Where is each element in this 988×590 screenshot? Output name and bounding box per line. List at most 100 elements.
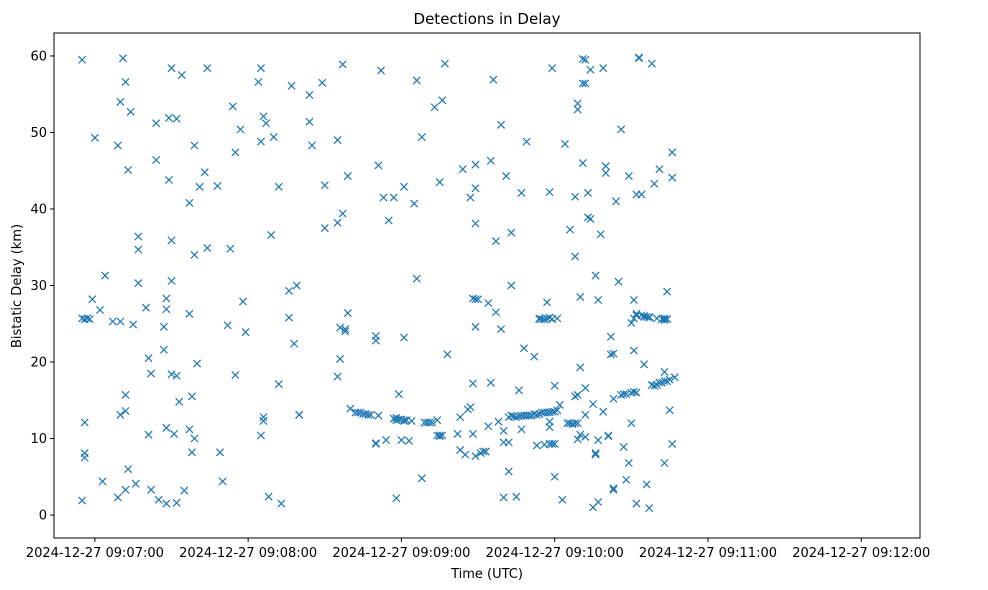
data-point	[491, 237, 500, 246]
data-point	[471, 322, 480, 331]
data-point	[507, 281, 516, 290]
data-point	[440, 59, 449, 68]
data-point	[443, 350, 452, 359]
data-point	[571, 192, 580, 201]
data-point	[78, 55, 87, 64]
data-point	[573, 390, 582, 399]
data-point	[78, 496, 87, 505]
data-point	[660, 458, 669, 468]
data-point	[256, 64, 265, 73]
data-point	[504, 438, 513, 447]
data-point	[458, 165, 467, 174]
data-point	[346, 404, 355, 413]
data-point	[195, 182, 204, 191]
data-point	[343, 172, 352, 181]
data-point	[134, 279, 143, 288]
data-point	[417, 474, 426, 483]
data-point	[295, 410, 304, 419]
data-point	[629, 296, 638, 305]
data-point	[481, 447, 490, 456]
data-point	[190, 250, 199, 259]
data-point	[645, 504, 654, 513]
data-point	[364, 410, 373, 419]
data-point	[338, 60, 347, 69]
data-point	[576, 363, 585, 372]
data-point	[650, 381, 659, 390]
data-point	[162, 499, 171, 508]
data-point	[417, 133, 426, 142]
data-point	[374, 411, 383, 420]
data-point	[284, 286, 294, 295]
data-point	[660, 314, 669, 323]
data-point	[376, 66, 386, 75]
data-point	[167, 236, 176, 245]
data-point	[185, 198, 194, 207]
data-point	[543, 298, 552, 307]
data-point	[241, 328, 250, 337]
data-point	[581, 79, 590, 88]
data-point	[371, 336, 380, 345]
data-point	[336, 354, 345, 363]
data-point	[499, 493, 508, 502]
data-point	[507, 228, 516, 237]
data-point	[581, 410, 590, 419]
data-point	[660, 315, 669, 324]
axes: 2024-12-27 09:07:00 2024-12-27 09:08:00 20…	[26, 32, 930, 561]
y-tick-label: 60	[30, 49, 47, 64]
plot-area	[54, 33, 920, 538]
data-point	[336, 323, 345, 332]
data-point	[333, 372, 342, 381]
data-point	[578, 159, 587, 168]
data-point	[353, 408, 363, 417]
data-point	[226, 244, 235, 253]
data-point	[152, 155, 161, 165]
data-point	[548, 439, 557, 448]
data-point	[98, 477, 107, 486]
y-axis-title: Bistatic Delay (km)	[10, 224, 25, 348]
data-point	[594, 436, 603, 445]
x-tick-label: 2024-12-27 09:07:00	[26, 546, 164, 561]
x-tick-label: 2024-12-27 09:11:00	[639, 546, 777, 561]
data-point	[576, 430, 585, 439]
data-point	[218, 477, 227, 486]
data-point	[573, 435, 582, 444]
data-point	[412, 274, 421, 283]
data-point	[655, 378, 664, 387]
data-point	[164, 113, 173, 122]
data-point	[162, 423, 171, 432]
data-point	[586, 214, 595, 223]
data-point	[553, 314, 562, 323]
data-point	[343, 309, 352, 318]
data-point	[466, 193, 475, 202]
data-point	[565, 225, 575, 234]
data-point	[578, 54, 587, 64]
data-point	[571, 419, 580, 428]
y-tick-label: 10	[30, 432, 47, 447]
data-point	[172, 114, 181, 123]
data-point	[525, 411, 534, 420]
data-point	[134, 245, 143, 254]
data-point	[95, 305, 105, 315]
data-point	[512, 492, 521, 501]
data-point	[468, 379, 477, 388]
data-point	[548, 64, 557, 73]
x-tick-label: 2024-12-27 09:10:00	[486, 546, 624, 561]
data-point	[555, 400, 564, 409]
data-point	[604, 431, 613, 440]
data-point	[668, 439, 677, 448]
data-point	[609, 485, 618, 494]
data-point	[256, 137, 265, 146]
data-point	[236, 125, 245, 134]
data-point	[147, 369, 156, 378]
data-point	[466, 403, 475, 412]
data-point	[159, 322, 168, 331]
data-point	[663, 287, 672, 296]
data-point	[581, 55, 590, 64]
data-point	[650, 179, 659, 188]
data-point	[461, 450, 470, 459]
data-point	[624, 172, 633, 181]
data-point	[338, 209, 347, 218]
data-point	[399, 333, 409, 342]
data-point	[374, 161, 383, 170]
data-point	[167, 64, 176, 73]
